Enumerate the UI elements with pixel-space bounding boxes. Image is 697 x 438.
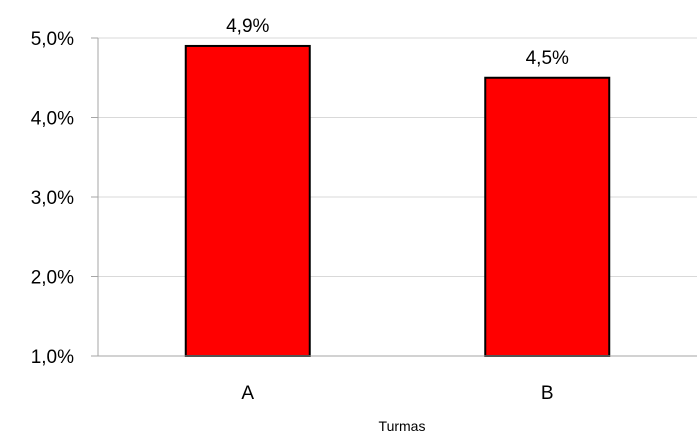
y-tick-label: 2,0% (31, 268, 74, 289)
y-tick-label: 3,0% (31, 188, 74, 209)
y-tick-label: 1,0% (31, 347, 74, 368)
bars (184, 44, 611, 357)
bar-A (184, 44, 311, 357)
x-axis-title: Turmas (379, 418, 426, 434)
x-tick-label: A (241, 383, 254, 404)
bar-B (484, 76, 611, 357)
data-label: 4,9% (226, 16, 269, 37)
data-label: 4,5% (526, 48, 569, 69)
axes (91, 37, 697, 357)
x-tick-label: B (541, 383, 554, 404)
labels: 1,0% 2,0% 3,0% 4,0% 5,0% 4,9% A 4,5% B (31, 16, 569, 404)
y-tick-label: 4,0% (31, 109, 74, 130)
y-tick-label: 5,0% (31, 29, 74, 50)
